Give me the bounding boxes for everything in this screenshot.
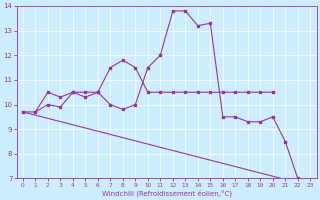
X-axis label: Windchill (Refroidissement éolien,°C): Windchill (Refroidissement éolien,°C) xyxy=(101,189,232,197)
